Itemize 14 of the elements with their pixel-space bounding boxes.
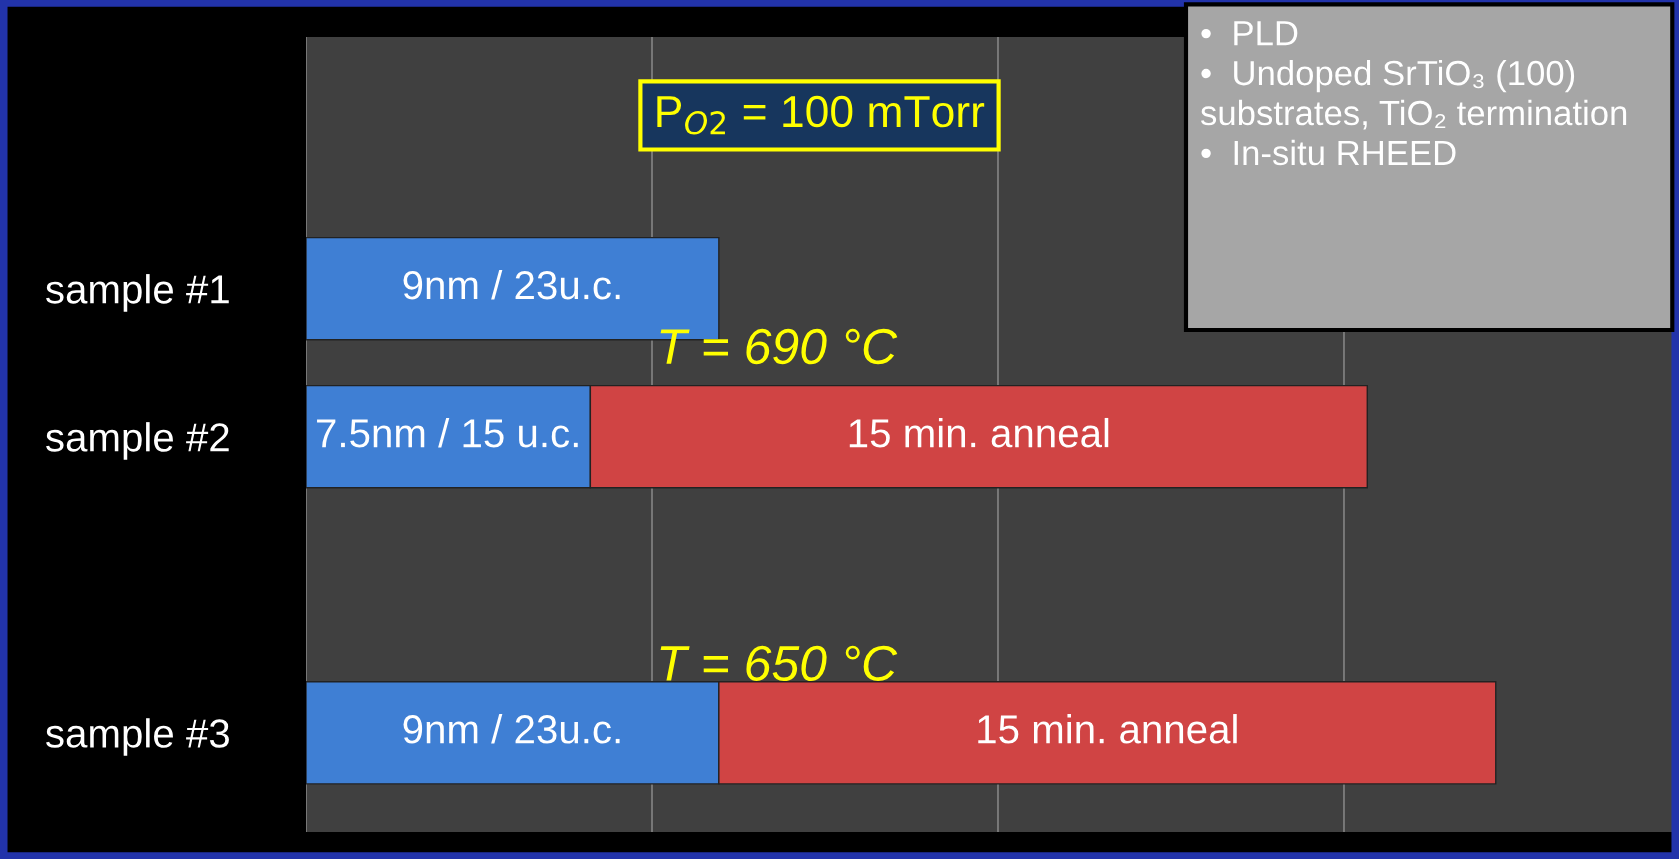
annotation: 9nm / 23u.c. (403, 714, 620, 744)
y-tick-label: sample #1 (46, 274, 229, 312)
text: P$_{O2}$ = 100 mTorr (657, 95, 985, 135)
y-tick-label: sample #3 (46, 718, 229, 756)
annotation: 15 min. anneal (978, 714, 1237, 744)
annotation: 9nm / 23u.c. (403, 269, 620, 300)
text: • Undoped SrTiO₃ (100) substrates, TiO₂ termination (1200, 59, 1627, 130)
annotation: T = 690 °C (660, 328, 898, 365)
annotation: 7.5nm / 15 u.c. (317, 417, 578, 448)
text: • PLD (1201, 21, 1298, 46)
annotation: 15 min. anneal (849, 417, 1109, 448)
annotation: T = 650 °C (660, 645, 898, 682)
text: • In-situ RHEED (1201, 139, 1456, 166)
y-tick-label: sample #2 (46, 422, 229, 460)
